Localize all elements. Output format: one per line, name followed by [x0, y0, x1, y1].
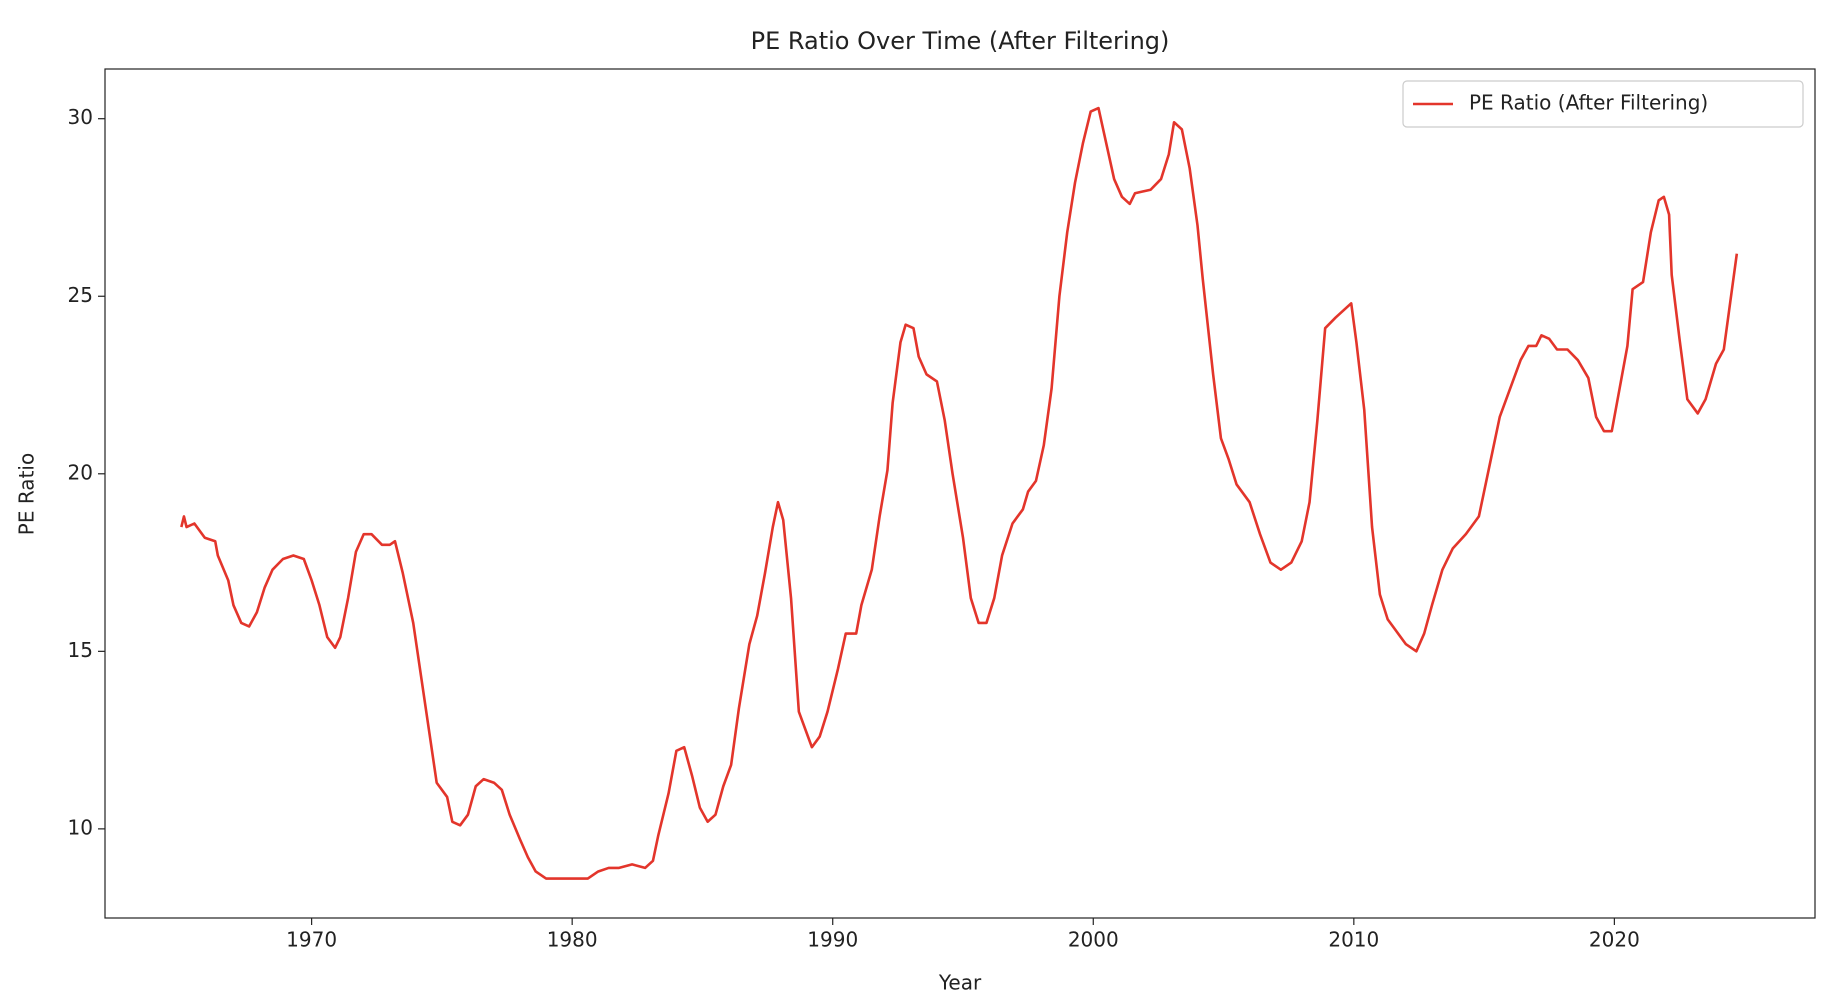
- y-axis-label: PE Ratio: [15, 453, 39, 535]
- y-tick-label: 25: [68, 283, 93, 307]
- plot-frame: [104, 68, 1816, 919]
- legend-box: [1402, 80, 1804, 128]
- x-tick-label: 2020: [1589, 928, 1640, 952]
- y-tick-label: 30: [68, 105, 93, 129]
- x-tick-label: 2010: [1328, 928, 1379, 952]
- chart-title: PE Ratio Over Time (After Filtering): [751, 27, 1170, 55]
- x-tick-label: 2000: [1068, 928, 1119, 952]
- y-tick-label: 20: [68, 460, 93, 484]
- legend-label: PE Ratio (After Filtering): [1469, 91, 1708, 115]
- y-tick-label: 15: [68, 638, 93, 662]
- y-tick-label: 10: [68, 815, 93, 839]
- x-tick-label: 1980: [547, 928, 598, 952]
- line-series: [180, 106, 1739, 880]
- x-axis-label: Year: [938, 971, 982, 995]
- x-tick-label: 1990: [807, 928, 858, 952]
- x-tick-label: 1970: [286, 928, 337, 952]
